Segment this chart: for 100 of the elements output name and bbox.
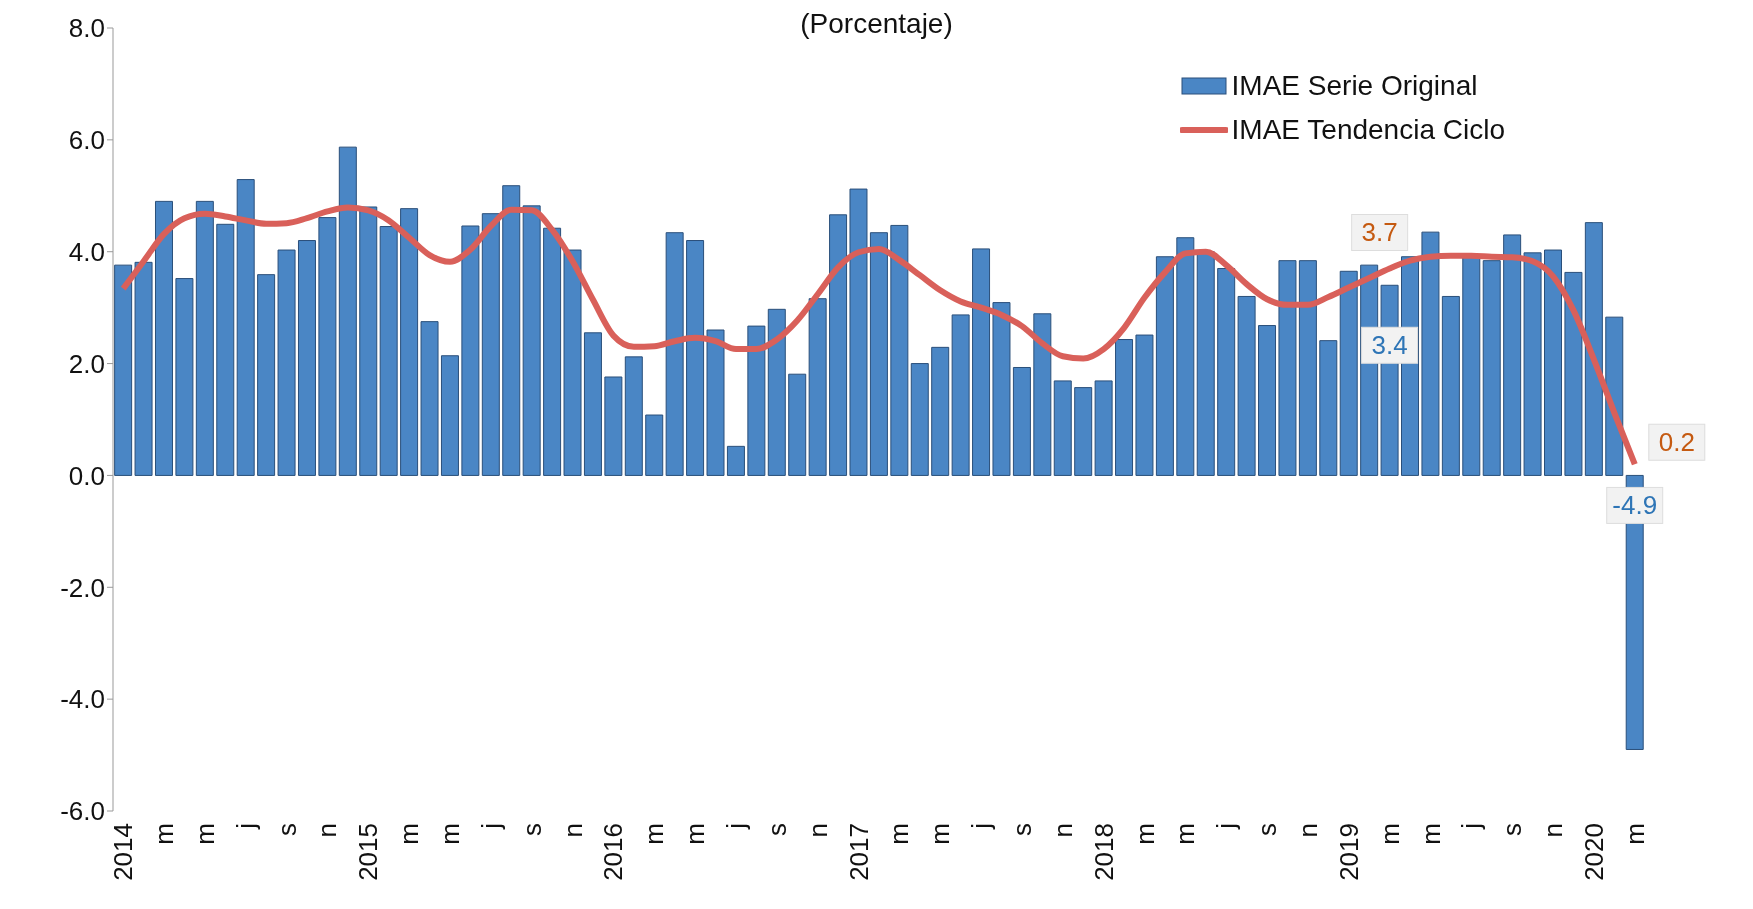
x-tick-label: s	[1497, 823, 1528, 836]
chart-title: (Porcentaje)	[800, 8, 953, 39]
y-tick-label: 0.0	[68, 460, 105, 491]
data-label: 0.2	[1658, 427, 1695, 458]
bar	[1278, 260, 1297, 476]
x-tick-label: s	[271, 823, 302, 836]
bar	[1544, 249, 1562, 476]
bar	[1482, 260, 1501, 476]
x-tick-label: s	[761, 823, 792, 836]
bar	[869, 232, 888, 476]
x-tick-label: m	[1619, 823, 1650, 845]
bar	[1421, 231, 1440, 476]
bar	[134, 261, 153, 476]
bar	[1053, 380, 1072, 476]
x-tick-label: m	[435, 823, 466, 845]
bar	[686, 240, 705, 476]
x-tick-label: j	[721, 823, 752, 830]
y-tick-label: 2.0	[68, 348, 105, 379]
x-tick-label: n	[557, 823, 588, 838]
y-tick-label: 6.0	[68, 125, 105, 156]
x-tick-label: m	[925, 823, 956, 845]
bar	[910, 363, 929, 476]
bar	[563, 249, 582, 476]
bar	[1074, 387, 1093, 476]
y-tick-label: -4.0	[60, 684, 105, 715]
bar	[1319, 340, 1338, 476]
bar	[604, 376, 623, 476]
y-tick-label: -2.0	[60, 572, 105, 603]
bar	[1217, 267, 1236, 476]
bar	[1237, 295, 1256, 476]
x-tick-label: 2015	[353, 823, 384, 881]
bar	[257, 274, 276, 476]
bar	[767, 308, 786, 476]
bar	[1258, 325, 1277, 476]
bar	[1196, 251, 1215, 476]
bar	[747, 325, 766, 476]
bar	[236, 179, 255, 476]
bar	[583, 332, 602, 476]
data-label: 3.7	[1361, 217, 1398, 248]
bar	[154, 200, 173, 476]
x-tick-label: m	[1170, 823, 1201, 845]
bar	[543, 227, 562, 476]
bar	[338, 146, 357, 476]
x-tick-label: n	[1538, 823, 1569, 838]
bar	[1584, 222, 1603, 476]
x-tick-label: n	[1047, 823, 1078, 838]
bar	[318, 217, 337, 476]
bar	[195, 200, 214, 476]
x-tick-label: n	[802, 823, 833, 838]
bar	[1503, 234, 1522, 476]
data-label: 3.4	[1371, 330, 1408, 361]
bar	[808, 298, 827, 476]
bar	[829, 214, 848, 476]
bar	[1462, 256, 1481, 476]
bar	[1033, 313, 1052, 476]
bar	[726, 445, 745, 476]
x-tick-label: m	[1374, 823, 1405, 845]
y-tick-label: 8.0	[68, 13, 105, 44]
bar	[1339, 270, 1358, 476]
bar	[481, 213, 500, 476]
bar	[1298, 260, 1317, 476]
bar	[1115, 339, 1134, 476]
bar	[645, 414, 664, 476]
bar	[1564, 271, 1583, 476]
x-tick-label: m	[394, 823, 425, 845]
legend-label: IMAE Serie Original	[1231, 70, 1478, 102]
bar	[440, 355, 459, 476]
bar	[951, 314, 970, 476]
x-tick-label: m	[680, 823, 711, 845]
bar	[1135, 334, 1154, 476]
bar	[1155, 256, 1174, 476]
bar	[665, 232, 684, 476]
bar	[216, 223, 235, 476]
legend-label: IMAE Tendencia Ciclo	[1231, 114, 1505, 146]
bar	[972, 248, 991, 476]
bar	[890, 224, 909, 476]
bar	[297, 240, 316, 476]
bar	[931, 346, 950, 476]
bar	[277, 249, 296, 476]
bar	[1441, 295, 1460, 476]
x-tick-label: m	[1129, 823, 1160, 845]
x-tick-label: 2017	[843, 823, 874, 881]
bar	[502, 185, 521, 476]
bar	[849, 188, 868, 476]
x-tick-label: s	[516, 823, 547, 836]
x-tick-label: j	[1211, 823, 1242, 830]
x-tick-label: s	[1252, 823, 1283, 836]
x-tick-label: m	[639, 823, 670, 845]
x-tick-label: 2016	[598, 823, 629, 881]
bar	[1176, 237, 1195, 476]
bar	[420, 321, 439, 476]
x-tick-label: j	[966, 823, 997, 830]
bar	[461, 225, 480, 476]
x-tick-label: 2014	[108, 823, 139, 881]
bar	[1012, 366, 1031, 476]
bar	[175, 278, 194, 476]
bar	[1523, 252, 1542, 476]
x-tick-label: m	[149, 823, 180, 845]
x-tick-label: j	[1456, 823, 1487, 830]
bar	[114, 264, 133, 476]
